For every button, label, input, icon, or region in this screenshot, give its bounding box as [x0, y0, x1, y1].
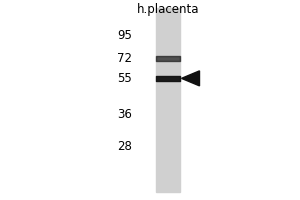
Bar — [156, 8, 180, 192]
Text: 28: 28 — [117, 140, 132, 153]
Text: 36: 36 — [117, 108, 132, 121]
Polygon shape — [182, 71, 200, 86]
Text: h.placenta: h.placenta — [137, 3, 199, 16]
Text: 72: 72 — [117, 52, 132, 65]
Text: 95: 95 — [117, 29, 132, 42]
Text: 55: 55 — [117, 72, 132, 85]
